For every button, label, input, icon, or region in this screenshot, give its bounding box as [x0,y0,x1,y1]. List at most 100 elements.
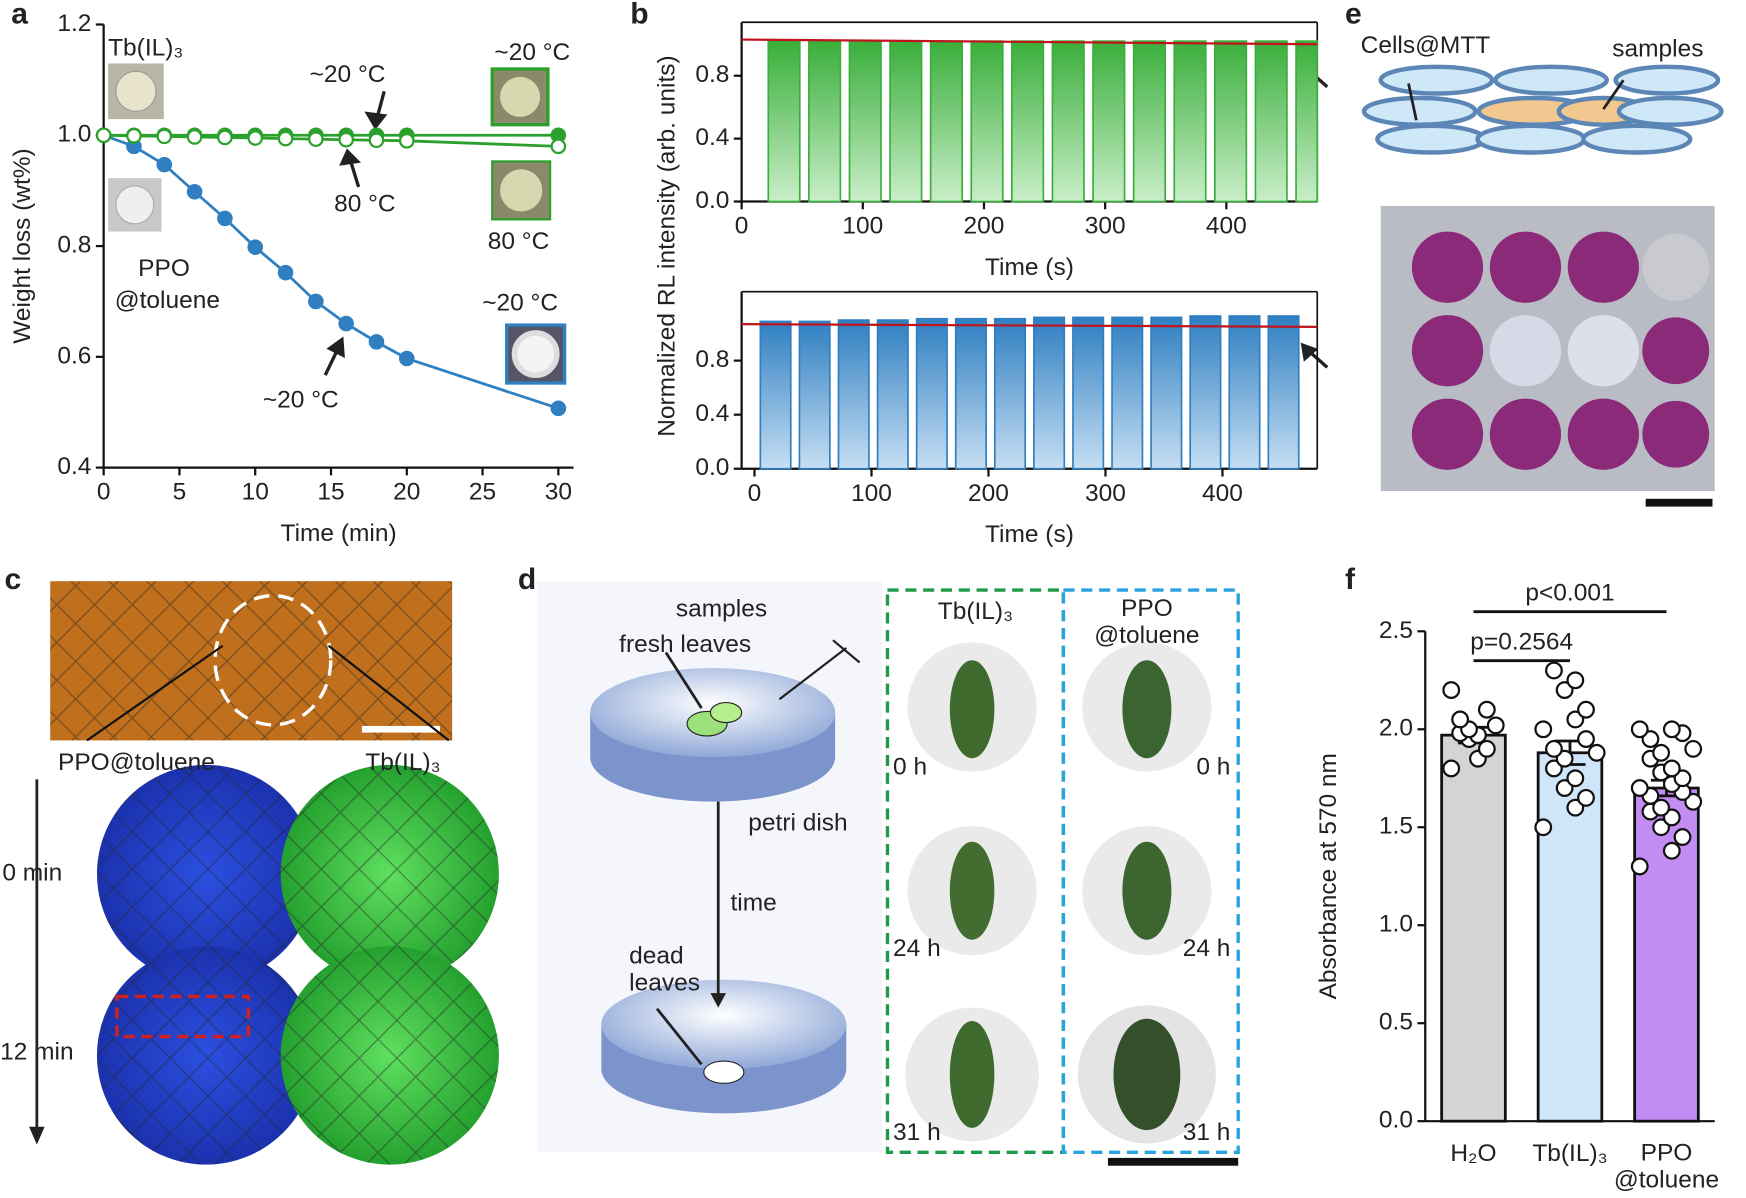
x-tick-label: 300 [1085,480,1126,507]
y-tick-label: 2.5 [1379,617,1413,644]
data-point [1577,730,1595,748]
annotation: 80 °C [488,228,550,255]
pulse [1132,40,1166,203]
pulse [798,320,831,470]
annotation: 80 °C [334,190,396,217]
pulse [1111,316,1144,470]
photo [280,764,499,984]
label: 0 h [893,754,927,781]
pulse [1033,316,1066,470]
x-tick-label: Tb(IL)₃ [1532,1140,1607,1167]
data-point [1451,710,1470,729]
annotation: Tb(IL)₃ [108,34,183,61]
label: 0 min [2,859,62,886]
data-point [338,315,354,332]
well [1375,123,1487,155]
y-tick-label: 0.5 [1379,1009,1413,1036]
arrow-head [339,148,362,166]
data-point [156,156,173,173]
x-tick-label: 400 [1206,213,1247,240]
data-point [1555,749,1574,768]
well [1411,231,1484,303]
data-point [1566,671,1585,690]
wells [1361,64,1724,155]
pulse [876,319,909,470]
well [1361,95,1478,127]
arrow-head [29,1126,45,1145]
x-tick-label: 25 [469,479,496,506]
data-point [1673,828,1692,846]
y-tick-label: 1.0 [57,121,91,148]
data-point [95,127,112,144]
data-point [550,138,567,155]
pulse [889,40,923,203]
data-point [1652,818,1671,837]
arrow-head [710,993,727,1008]
y-tick-label: 0.8 [57,232,91,259]
dish [601,979,847,1069]
arrow-head [1300,342,1319,362]
data-point [1545,739,1563,758]
pulse [929,40,964,203]
label: Cells@MTT [1361,32,1491,59]
x-axis-label: Time (s) [985,521,1074,548]
well [1489,398,1562,470]
data-point [1684,739,1703,758]
well [1489,315,1562,387]
y-tick-label: 0.4 [57,453,91,480]
well [1493,64,1609,96]
x-tick-label: 0 [748,480,762,507]
scale-bar [361,725,440,733]
panel-label: f [1345,563,1356,596]
x-tick-label: 0 [97,479,111,506]
y-axis-label: Absorbance at 570 nm [1315,753,1342,999]
pulse [1051,40,1085,203]
panel-label: a [11,0,28,31]
y-tick-label: 0.0 [695,454,729,481]
photo [50,581,453,741]
data-point [1545,661,1563,680]
well [1642,400,1710,468]
label: 31 h [1183,1119,1231,1146]
data-point [1630,720,1649,739]
annotation: ~20 °C [263,386,339,413]
data-point [1566,769,1585,788]
data-point [1566,710,1585,729]
data-point [368,132,385,149]
data-point [550,400,567,417]
photo [500,169,543,212]
arrow [1407,79,1625,121]
well [1642,233,1710,301]
x-tick-label: 20 [393,479,420,506]
data-point [1577,788,1595,807]
data-point [1442,759,1461,778]
well [1567,398,1640,470]
reference-line [741,323,1318,328]
group-box [885,588,1066,1155]
arrow-head [326,336,345,358]
scale-bar [1645,498,1713,507]
data-point [1534,818,1553,837]
pulse [837,319,870,470]
data-point [1555,681,1574,699]
reference-line [741,38,1318,46]
label: samples [676,596,767,623]
highlight [115,994,251,1039]
pulse [1150,316,1183,470]
leaf [949,1020,995,1128]
label: time [730,890,776,917]
data-point [1630,857,1649,876]
well [1567,315,1640,387]
y-tick-label: 0.0 [695,187,729,214]
x-axis-label: Time (s) [985,254,1074,281]
leaf [703,1060,745,1084]
photo [96,946,316,1165]
leaf [1122,841,1172,940]
pulse [970,40,1004,203]
leaf-photos [905,642,1216,1144]
x-tick-label: 100 [851,480,892,507]
data-point [368,334,385,350]
x-tick-label: 200 [968,480,1009,507]
y-tick-label: 0.8 [695,61,729,88]
well [1475,123,1587,155]
